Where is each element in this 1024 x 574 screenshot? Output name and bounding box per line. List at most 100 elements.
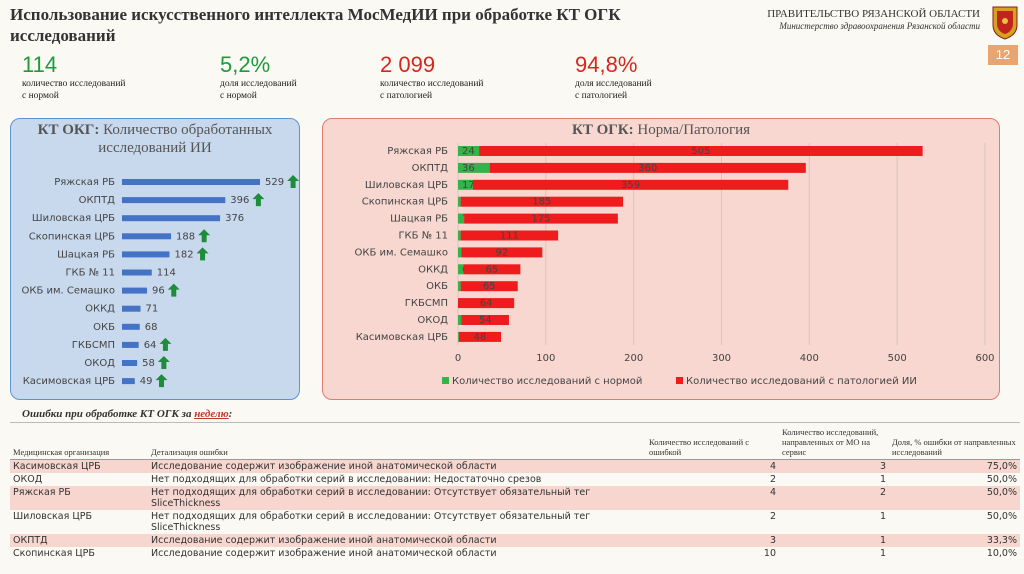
table-cell: 4 — [769, 461, 776, 472]
up-arrow — [252, 193, 265, 207]
value-label: 54 — [479, 315, 492, 326]
bar — [122, 360, 138, 366]
value-label: 58 — [142, 358, 155, 369]
bar-segment — [458, 315, 462, 325]
title-bold: КТ ОГК: — [571, 122, 634, 138]
bar-segment — [461, 315, 509, 325]
value-label: 360 — [638, 163, 657, 174]
legend-label: Количество исследований с нормой — [452, 376, 642, 387]
category-label: Ряжская РБ — [54, 177, 115, 188]
table-cell: 33,3% — [986, 535, 1017, 546]
table-cell: 2 — [769, 511, 776, 522]
value-label: 111 — [500, 231, 519, 242]
value-label: 396 — [230, 195, 249, 206]
value-label: 64 — [480, 298, 493, 309]
chart-title: КТ ОГК: Норма/Патология — [323, 121, 999, 139]
bar-segment — [458, 264, 464, 275]
value-label: 17 — [462, 180, 475, 191]
table-caption: Ошибки при обработке КТ ОГК за неделю: — [22, 408, 232, 420]
value-label: 182 — [174, 249, 193, 260]
column-header: Доля, % ошибки от направленных исследова… — [889, 422, 1020, 460]
category-label: ГКБ № 11 — [65, 268, 115, 279]
up-arrow — [157, 356, 170, 369]
value-label: 24 — [462, 146, 475, 157]
category-label: ОКБ им. Семашко — [21, 286, 115, 297]
table-cell: 2 — [769, 474, 776, 485]
table-cell: Нет подходящих для обработки серий в исс… — [151, 474, 542, 485]
kpi-label: доля исследований — [220, 79, 297, 89]
category-label: ГКБСМП — [72, 340, 115, 351]
bar — [122, 197, 226, 204]
category-label: ГКБ № 11 — [398, 231, 448, 242]
category-label: Шацкая РБ — [57, 249, 115, 260]
kpi-label: с патологией — [380, 91, 433, 101]
x-tick-label: 600 — [975, 353, 994, 364]
category-label: Скопинская ЦРБ — [362, 197, 448, 208]
value-label: 65 — [483, 281, 496, 292]
bar-segment — [458, 146, 480, 156]
table-row: Скопинская ЦРБ Исследование содержит изоб… — [10, 547, 1020, 560]
kpi-label: количество исследований — [22, 79, 126, 89]
bar-segment — [458, 230, 461, 241]
category-label: ОКБ им. Семашко — [354, 247, 448, 258]
value-label: 188 — [176, 231, 195, 242]
kpi: 94,8% доля исследований с патологией — [575, 52, 652, 102]
category-label: ОККД — [85, 304, 115, 315]
up-arrow — [159, 337, 172, 351]
table-cell: 50,0% — [986, 511, 1017, 522]
category-label: Ряжская РБ — [387, 146, 448, 157]
value-label: 92 — [496, 247, 509, 258]
legend-swatch — [676, 377, 683, 384]
kpi: 2 099 количество исследований с патологией — [380, 52, 484, 102]
header-row: Медицинская организация Детализация ошибк… — [10, 422, 1020, 460]
bar-segment — [460, 196, 624, 207]
slide-title: Использование искусственного интеллекта … — [10, 5, 621, 45]
kpi-value: 114 — [22, 52, 58, 77]
table-cell: 75,0% — [986, 461, 1017, 472]
category-label: ОКОД — [417, 315, 448, 326]
bar — [122, 233, 172, 240]
bar-segment — [458, 196, 461, 207]
caption-part: : — [228, 408, 233, 420]
bar — [122, 215, 221, 222]
kpi-value: 2 099 — [380, 52, 436, 77]
bar-segment — [463, 264, 521, 275]
value-label: 36 — [462, 163, 475, 174]
bar-segment — [458, 331, 459, 342]
legend-label: Количество исследований с патологией ИИ — [686, 376, 917, 387]
bar-segment — [479, 146, 923, 156]
bar-segment — [458, 331, 502, 342]
table-row: Ряжская РБ Нет подходящих для обработки с… — [10, 486, 1020, 510]
coat-of-arms — [992, 6, 1018, 40]
title-text: Норма/Патология — [637, 122, 751, 138]
value-label: 529 — [265, 177, 284, 188]
value-label: 48 — [474, 332, 487, 343]
category-label: Скопинская ЦРБ — [29, 231, 115, 242]
category-label: ОКБ — [93, 322, 115, 333]
bar — [122, 251, 170, 258]
chart-title: КТ ОКГ: Количество обработанных исследов… — [35, 121, 275, 157]
table-cell: 2 — [879, 487, 886, 498]
bar — [122, 341, 139, 348]
value-label: 114 — [157, 268, 176, 279]
table-row: Касимовская ЦРБ Исследование содержит изо… — [10, 459, 1020, 473]
value-label: 96 — [152, 286, 165, 297]
category-label: ОККД — [418, 264, 448, 275]
bar-segment — [458, 247, 462, 258]
table-cell: 1 — [879, 535, 886, 546]
kpi-label: с патологией — [575, 91, 628, 101]
caption-part: КТ ОГК — [139, 408, 179, 420]
table-row: Шиловская ЦРБ Нет подходящих для обработк… — [10, 510, 1020, 534]
kpi-label: с нормой — [220, 91, 257, 101]
title-bold: КТ ОКГ: — [37, 122, 100, 138]
x-tick-label: 400 — [800, 353, 819, 364]
bar-segment — [460, 281, 518, 292]
table-cell: ОКПТД — [13, 535, 48, 546]
kpi-label: доля исследований — [575, 79, 652, 89]
kpi-value: 5,2% — [220, 52, 271, 77]
kpi-label: количество исследований — [380, 79, 484, 89]
table-cell: Нет подходящих для обработки серий в исс… — [151, 487, 591, 509]
up-arrow — [198, 229, 211, 243]
chart-panel: КТ ОКГ: Количество обработанных исследов… — [10, 118, 300, 400]
value-label: 49 — [140, 376, 153, 387]
